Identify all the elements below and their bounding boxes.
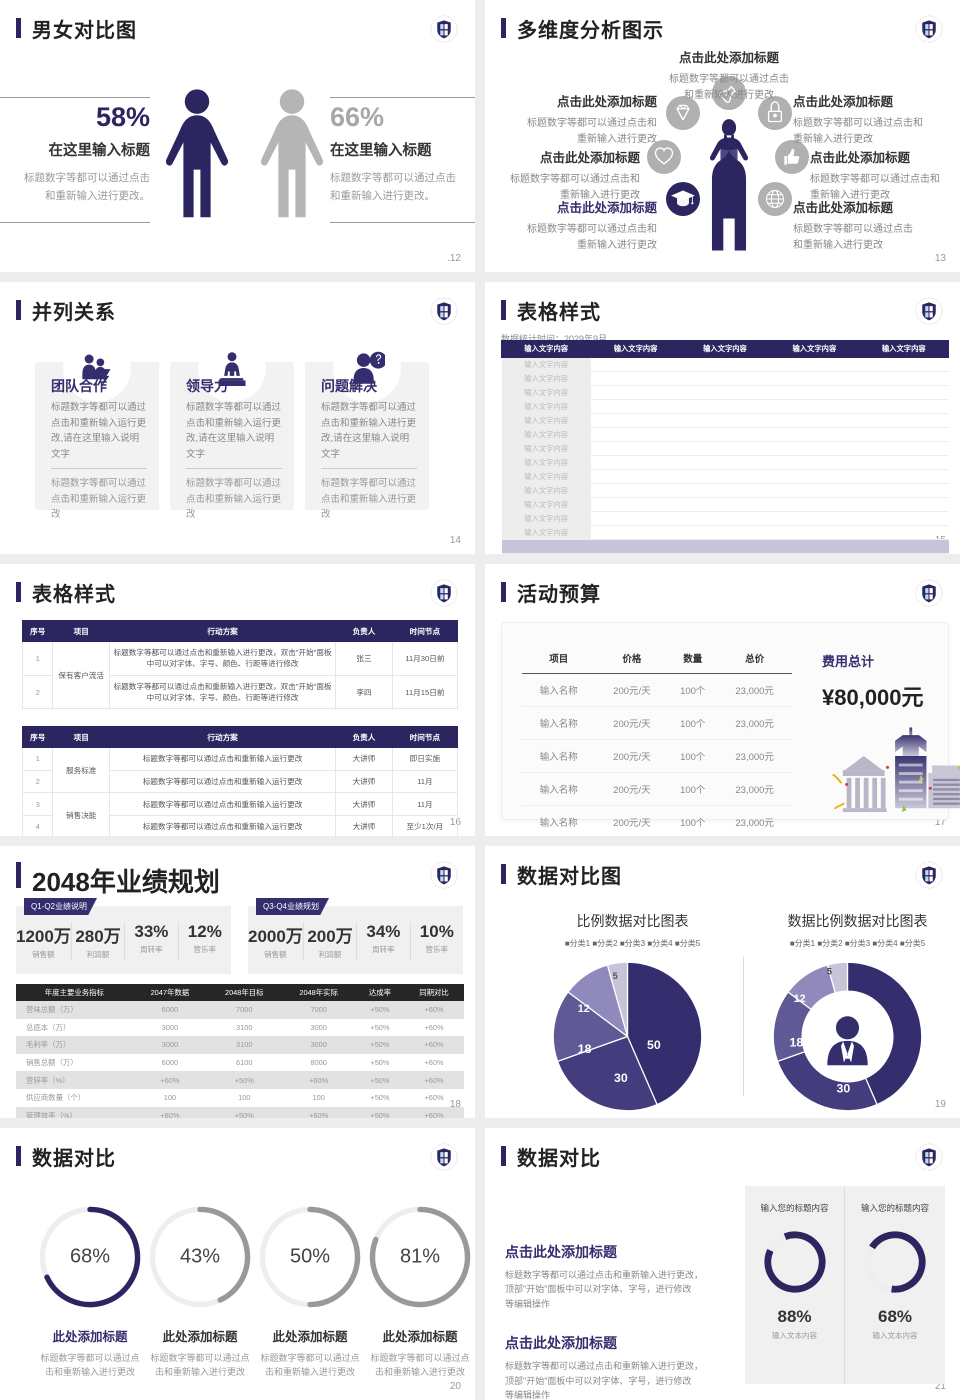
svg-text:50: 50 [872,1038,886,1052]
svg-text:18: 18 [789,1035,803,1049]
svg-text:5: 5 [613,971,618,981]
svg-text:12: 12 [794,993,806,1005]
svg-text:18: 18 [578,1042,592,1056]
svg-text:30: 30 [614,1071,628,1085]
svg-text:30: 30 [837,1082,851,1096]
svg-text:50: 50 [647,1038,661,1052]
svg-text:12: 12 [578,1003,590,1015]
svg-text:5: 5 [827,967,832,977]
